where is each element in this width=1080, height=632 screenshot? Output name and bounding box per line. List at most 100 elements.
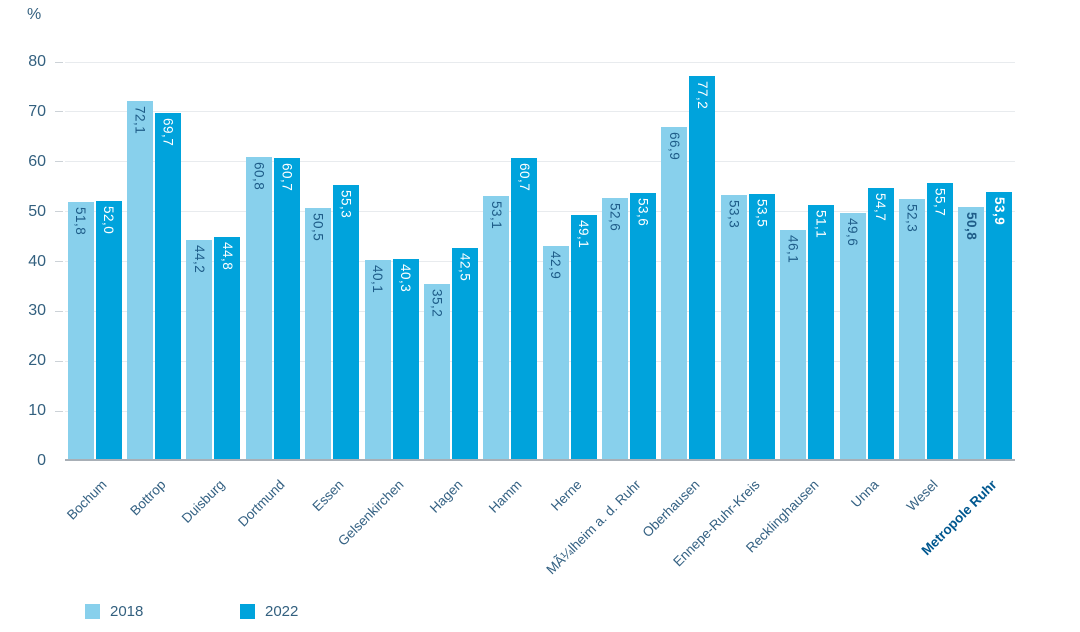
bar-2018-10: 66,9 <box>661 127 688 459</box>
bar-value-label: 52,6 <box>607 202 623 232</box>
bar-value-label: 51,8 <box>73 206 89 236</box>
bar-value-label: 55,7 <box>932 187 948 216</box>
bar-group-5: 40,1 40,3 <box>362 62 421 459</box>
gridline-40 <box>65 261 1015 262</box>
bar-2022-10: 77,2 <box>689 75 716 459</box>
bar-group-12: 46,1 51,1 <box>778 62 837 459</box>
bar-group-15: 50,8 53,9 <box>956 62 1015 459</box>
bar-value-label: 66,9 <box>666 132 682 161</box>
bar-value-label: 40,3 <box>398 264 414 293</box>
bar-value-label: 69,7 <box>160 118 176 147</box>
y-tick-mark-80 <box>55 61 63 63</box>
bar-2018-3: 60,8 <box>245 157 272 459</box>
bar-value-label: 60,8 <box>251 162 267 191</box>
bar-value-label: 54,7 <box>873 192 889 221</box>
bar-2018-5: 40,1 <box>364 260 391 459</box>
bar-2022-3: 60,7 <box>273 157 300 459</box>
y-tick-mark-40 <box>55 261 63 262</box>
y-tick-label-40: 40 <box>28 252 46 270</box>
bar-value-label: 46,1 <box>785 235 801 264</box>
bar-2018-6: 35,2 <box>423 284 450 459</box>
bar-value-label: 44,2 <box>191 244 207 273</box>
bar-value-label: 35,2 <box>429 289 445 318</box>
bar-value-label: 53,5 <box>754 198 770 227</box>
gridline-80 <box>65 61 1015 63</box>
bar-group-14: 52,3 55,7 <box>896 62 955 459</box>
y-axis-unit-label: % <box>27 6 42 23</box>
bar-2022-4: 55,3 <box>333 184 360 459</box>
bar-group-10: 66,9 77,2 <box>659 62 718 459</box>
legend-swatch-2022 <box>240 604 255 619</box>
y-tick-label-50: 50 <box>28 202 46 220</box>
bar-2018-0: 51,8 <box>67 201 94 459</box>
bar-value-label: 51,1 <box>813 210 829 239</box>
bar-2022-7: 60,7 <box>511 157 538 459</box>
bar-group-13: 49,6 54,7 <box>837 62 896 459</box>
bar-group-6: 35,2 42,5 <box>421 62 480 459</box>
bar-value-label: 77,2 <box>694 80 710 110</box>
bar-2022-9: 53,6 <box>630 193 657 459</box>
gridline-10 <box>65 410 1015 412</box>
y-tick-label-30: 30 <box>28 302 46 320</box>
bar-2022-1: 69,7 <box>155 113 182 459</box>
bar-group-1: 72,1 69,7 <box>124 62 183 459</box>
gridline-50 <box>65 211 1015 213</box>
y-tick-label-70: 70 <box>28 102 46 120</box>
bar-group-9: 52,6 53,6 <box>599 62 658 459</box>
y-tick-mark-20 <box>55 360 63 362</box>
bar-2018-15: 50,8 <box>958 206 985 459</box>
bar-2022-15: 53,9 <box>986 191 1013 459</box>
bar-2022-2: 44,8 <box>214 236 241 459</box>
bar-2018-4: 50,5 <box>305 208 332 459</box>
bar-2018-2: 44,2 <box>186 239 213 459</box>
bar-value-label: 42,5 <box>457 253 473 282</box>
bar-group-0: 51,8 52,0 <box>65 62 124 459</box>
y-tick-mark-30 <box>55 310 63 312</box>
bar-2022-14: 55,7 <box>926 182 953 459</box>
y-tick-mark-50 <box>55 211 63 213</box>
y-tick-label-80: 80 <box>28 53 46 70</box>
bar-2018-8: 42,9 <box>542 246 569 459</box>
bar-2018-11: 53,3 <box>720 194 747 459</box>
legend-label-2022: 2022 <box>265 603 299 620</box>
bar-group-2: 44,2 44,8 <box>184 62 243 459</box>
bar-value-label: 50,8 <box>963 211 979 241</box>
bar-value-label: 52,0 <box>101 205 117 235</box>
x-axis-labels: Bochum Bottrop Duisburg Dortmund Essen Gelsen… <box>64 463 1015 593</box>
bar-2018-7: 53,1 <box>483 195 510 459</box>
bar-value-label: 72,1 <box>132 106 148 135</box>
gridline-60 <box>65 161 1015 163</box>
bar-value-label: 53,3 <box>726 199 742 228</box>
y-tick-mark-60 <box>55 161 63 163</box>
y-tick-mark-10 <box>55 410 63 412</box>
bar-value-label: 40,1 <box>370 265 386 294</box>
bar-2022-5: 40,3 <box>392 259 419 459</box>
bar-2018-13: 49,6 <box>839 212 866 459</box>
y-tick-label-60: 60 <box>28 152 46 170</box>
bar-value-label: 53,9 <box>991 196 1007 225</box>
bar-2022-12: 51,1 <box>808 205 835 459</box>
plot-area: 51,8 52,0 72,1 69,7 44,2 44,8 60,8 60,7 50,5 55,3… <box>55 61 1015 461</box>
bar-2022-13: 54,7 <box>867 187 894 459</box>
bar-value-label: 42,9 <box>548 251 564 280</box>
bar-group-3: 60,8 60,7 <box>243 62 302 459</box>
bar-2018-1: 72,1 <box>127 101 154 459</box>
gridline-20 <box>65 360 1015 362</box>
legend-item-2018: 2018 <box>85 603 143 620</box>
bar-value-label: 53,1 <box>488 200 504 229</box>
bar-value-label: 53,6 <box>635 198 651 227</box>
gridline-30 <box>65 310 1015 312</box>
bar-value-label: 60,7 <box>279 162 295 192</box>
legend-item-2022: 2022 <box>240 603 298 620</box>
legend-swatch-2018 <box>85 604 100 619</box>
bar-2022-0: 52,0 <box>95 200 122 459</box>
bar-2022-8: 49,1 <box>570 215 597 459</box>
bar-value-label: 52,3 <box>904 204 920 233</box>
bar-2018-14: 52,3 <box>898 199 925 459</box>
y-tick-label-0: 0 <box>37 452 46 469</box>
bar-group-11: 53,3 53,5 <box>718 62 777 459</box>
bar-2022-6: 42,5 <box>451 248 478 459</box>
bar-value-label: 44,8 <box>219 241 235 270</box>
bar-group-8: 42,9 49,1 <box>540 62 599 459</box>
